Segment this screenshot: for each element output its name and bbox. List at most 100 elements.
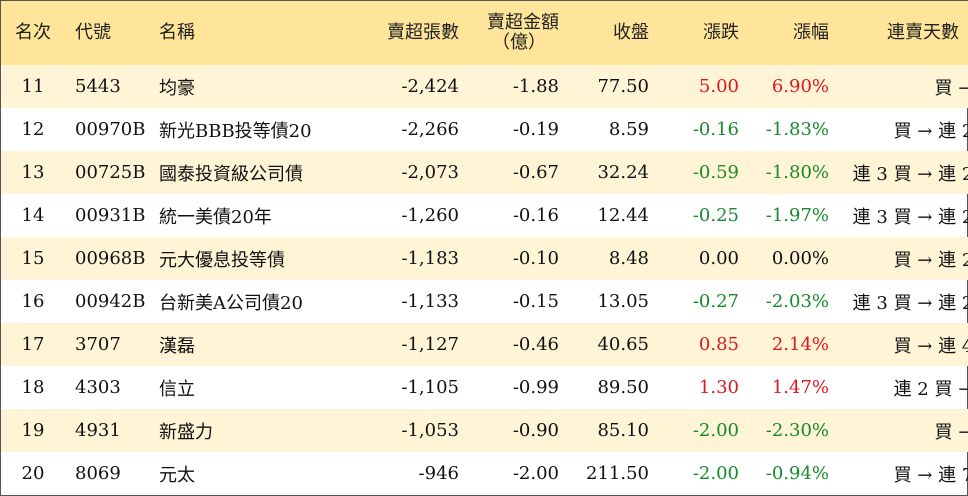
cell-name: 新盛力 xyxy=(159,421,213,443)
cell-net-sell-amount: -0.19 xyxy=(512,119,559,140)
cell-code: 00970B xyxy=(75,119,146,140)
cell-rank: 12 xyxy=(21,119,45,140)
cell-net-sell-shares: -946 xyxy=(418,463,459,484)
table-row: 20 8069 元太 -946 -2.00 211.50 -2.00 -0.94% 買 → 連 … xyxy=(1,452,968,495)
cell-change-pct: 2.14% xyxy=(771,334,829,355)
cell-consecutive-days: 連 3 買 → 連 2 賣 xyxy=(852,206,968,228)
table-row: 12 00970B 新光BBB投等債20 -2,266 -0.19 8.59 -0.16 -1… xyxy=(1,108,968,151)
cell-name: 元大優息投等債 xyxy=(159,249,285,271)
cell-name: 漢磊 xyxy=(159,335,195,357)
cell-change: 1.30 xyxy=(698,377,739,398)
cell-change-pct: 1.47% xyxy=(771,377,829,398)
cell-net-sell-amount: -0.15 xyxy=(512,291,559,312)
cell-close: 211.50 xyxy=(586,463,649,484)
table-row: 15 00968B 元大優息投等債 -1,183 -0.10 8.48 0.00 0.00% 買… xyxy=(1,237,968,280)
cell-change: -0.25 xyxy=(692,205,739,226)
cell-change-pct: -2.30% xyxy=(765,420,829,441)
cell-change-pct: -2.03% xyxy=(765,291,829,312)
cell-change-pct: -1.83% xyxy=(765,119,829,140)
cell-net-sell-shares: -1,260 xyxy=(401,205,459,226)
cell-net-sell-shares: -2,424 xyxy=(401,76,459,97)
cell-consecutive-days: 連 2 買 → 賣 xyxy=(893,378,968,400)
cell-net-sell-shares: -1,105 xyxy=(401,377,459,398)
cell-rank: 11 xyxy=(21,76,45,97)
cell-consecutive-days: 買 → 連 2 賣 xyxy=(893,249,968,271)
cell-change: 0.00 xyxy=(698,248,739,269)
cell-consecutive-days: 買 → 連 7 賣 xyxy=(893,464,968,486)
cell-rank: 15 xyxy=(21,248,45,269)
header-code: 代號 xyxy=(75,22,111,43)
cell-net-sell-shares: -1,127 xyxy=(401,334,459,355)
cell-change: -2.00 xyxy=(692,463,739,484)
cell-code: 3707 xyxy=(75,334,121,355)
cell-consecutive-days: 連 3 買 → 連 2 賣 xyxy=(852,292,968,314)
cell-change-pct: -1.80% xyxy=(765,162,829,183)
cell-consecutive-days: 連 3 買 → 連 2 賣 xyxy=(852,163,968,185)
cell-net-sell-amount: -0.16 xyxy=(512,205,559,226)
cell-change: 5.00 xyxy=(698,76,739,97)
cell-code: 8069 xyxy=(75,463,121,484)
cell-code: 00968B xyxy=(75,248,146,269)
header-consecutive-days: 連賣天數 xyxy=(887,22,959,43)
cell-net-sell-amount: -0.67 xyxy=(512,162,559,183)
cell-change: -0.27 xyxy=(692,291,739,312)
cell-change-pct: 0.00% xyxy=(771,248,829,269)
cell-name: 元太 xyxy=(159,464,195,486)
table-row: 16 00942B 台新美A公司債20 -1,133 -0.15 13.05 -0.27 -2… xyxy=(1,280,968,323)
header-net-sell-shares: 賣超張數 xyxy=(387,22,459,43)
cell-net-sell-shares: -1,053 xyxy=(401,420,459,441)
cell-net-sell-shares: -2,073 xyxy=(401,162,459,183)
table-body: 11 5443 均豪 -2,424 -1.88 77.50 5.00 6.90% 買 → 賣 12… xyxy=(1,65,968,495)
cell-name: 信立 xyxy=(159,378,195,400)
cell-name: 均豪 xyxy=(159,77,195,99)
header-change-pct: 漲幅 xyxy=(793,22,829,43)
cell-consecutive-days: 買 → 連 4 賣 xyxy=(893,335,968,357)
cell-code: 00931B xyxy=(75,205,146,226)
cell-name: 新光BBB投等債20 xyxy=(159,120,312,142)
table-row: 19 4931 新盛力 -1,053 -0.90 85.10 -2.00 -2.30% 買 → … xyxy=(1,409,968,452)
header-close: 收盤 xyxy=(613,22,649,43)
cell-net-sell-amount: -0.99 xyxy=(512,377,559,398)
cell-consecutive-days: 買 → 賣 xyxy=(934,421,968,443)
cell-name: 台新美A公司債20 xyxy=(159,292,303,314)
cell-close: 40.65 xyxy=(597,334,649,355)
cell-code: 4303 xyxy=(75,377,121,398)
cell-change: -2.00 xyxy=(692,420,739,441)
cell-net-sell-amount: -0.10 xyxy=(512,248,559,269)
cell-net-sell-amount: -1.88 xyxy=(512,76,559,97)
cell-rank: 19 xyxy=(21,420,45,441)
header-net-sell-amount-line1: 賣超金額 xyxy=(487,12,559,33)
table-row: 18 4303 信立 -1,105 -0.99 89.50 1.30 1.47% 連 2 買 →… xyxy=(1,366,968,409)
cell-close: 85.10 xyxy=(597,420,649,441)
cell-rank: 16 xyxy=(21,291,45,312)
cell-change: 0.85 xyxy=(698,334,739,355)
header-net-sell-amount: 賣超金額 （億） xyxy=(469,1,569,65)
cell-name: 統一美債20年 xyxy=(159,206,272,228)
cell-consecutive-days: 買 → 賣 xyxy=(934,77,968,99)
cell-net-sell-amount: -0.46 xyxy=(512,334,559,355)
cell-name: 國泰投資級公司債 xyxy=(159,163,303,185)
cell-close: 32.24 xyxy=(597,162,649,183)
cell-code: 4931 xyxy=(75,420,121,441)
table-row: 17 3707 漢磊 -1,127 -0.46 40.65 0.85 2.14% 買 → 連 4… xyxy=(1,323,968,366)
cell-close: 12.44 xyxy=(597,205,649,226)
cell-rank: 14 xyxy=(21,205,45,226)
cell-change-pct: -0.94% xyxy=(765,463,829,484)
cell-close: 13.05 xyxy=(597,291,649,312)
cell-net-sell-shares: -2,266 xyxy=(401,119,459,140)
header-net-sell-amount-line2: （億） xyxy=(492,32,546,53)
cell-change: -0.16 xyxy=(692,119,739,140)
cell-close: 89.50 xyxy=(597,377,649,398)
cell-change-pct: 6.90% xyxy=(771,76,829,97)
header-rank: 名次 xyxy=(15,22,51,43)
cell-net-sell-shares: -1,183 xyxy=(401,248,459,269)
cell-rank: 17 xyxy=(21,334,45,355)
header-row: 名次 代號 名稱 賣超張數 賣超金額 （億） 收盤 漲跌 漲幅 連賣天數 xyxy=(1,1,968,65)
cell-net-sell-shares: -1,133 xyxy=(401,291,459,312)
cell-close: 8.48 xyxy=(608,248,649,269)
cell-consecutive-days: 買 → 連 2 賣 xyxy=(893,120,968,142)
cell-rank: 20 xyxy=(21,463,45,484)
cell-change: -0.59 xyxy=(692,162,739,183)
